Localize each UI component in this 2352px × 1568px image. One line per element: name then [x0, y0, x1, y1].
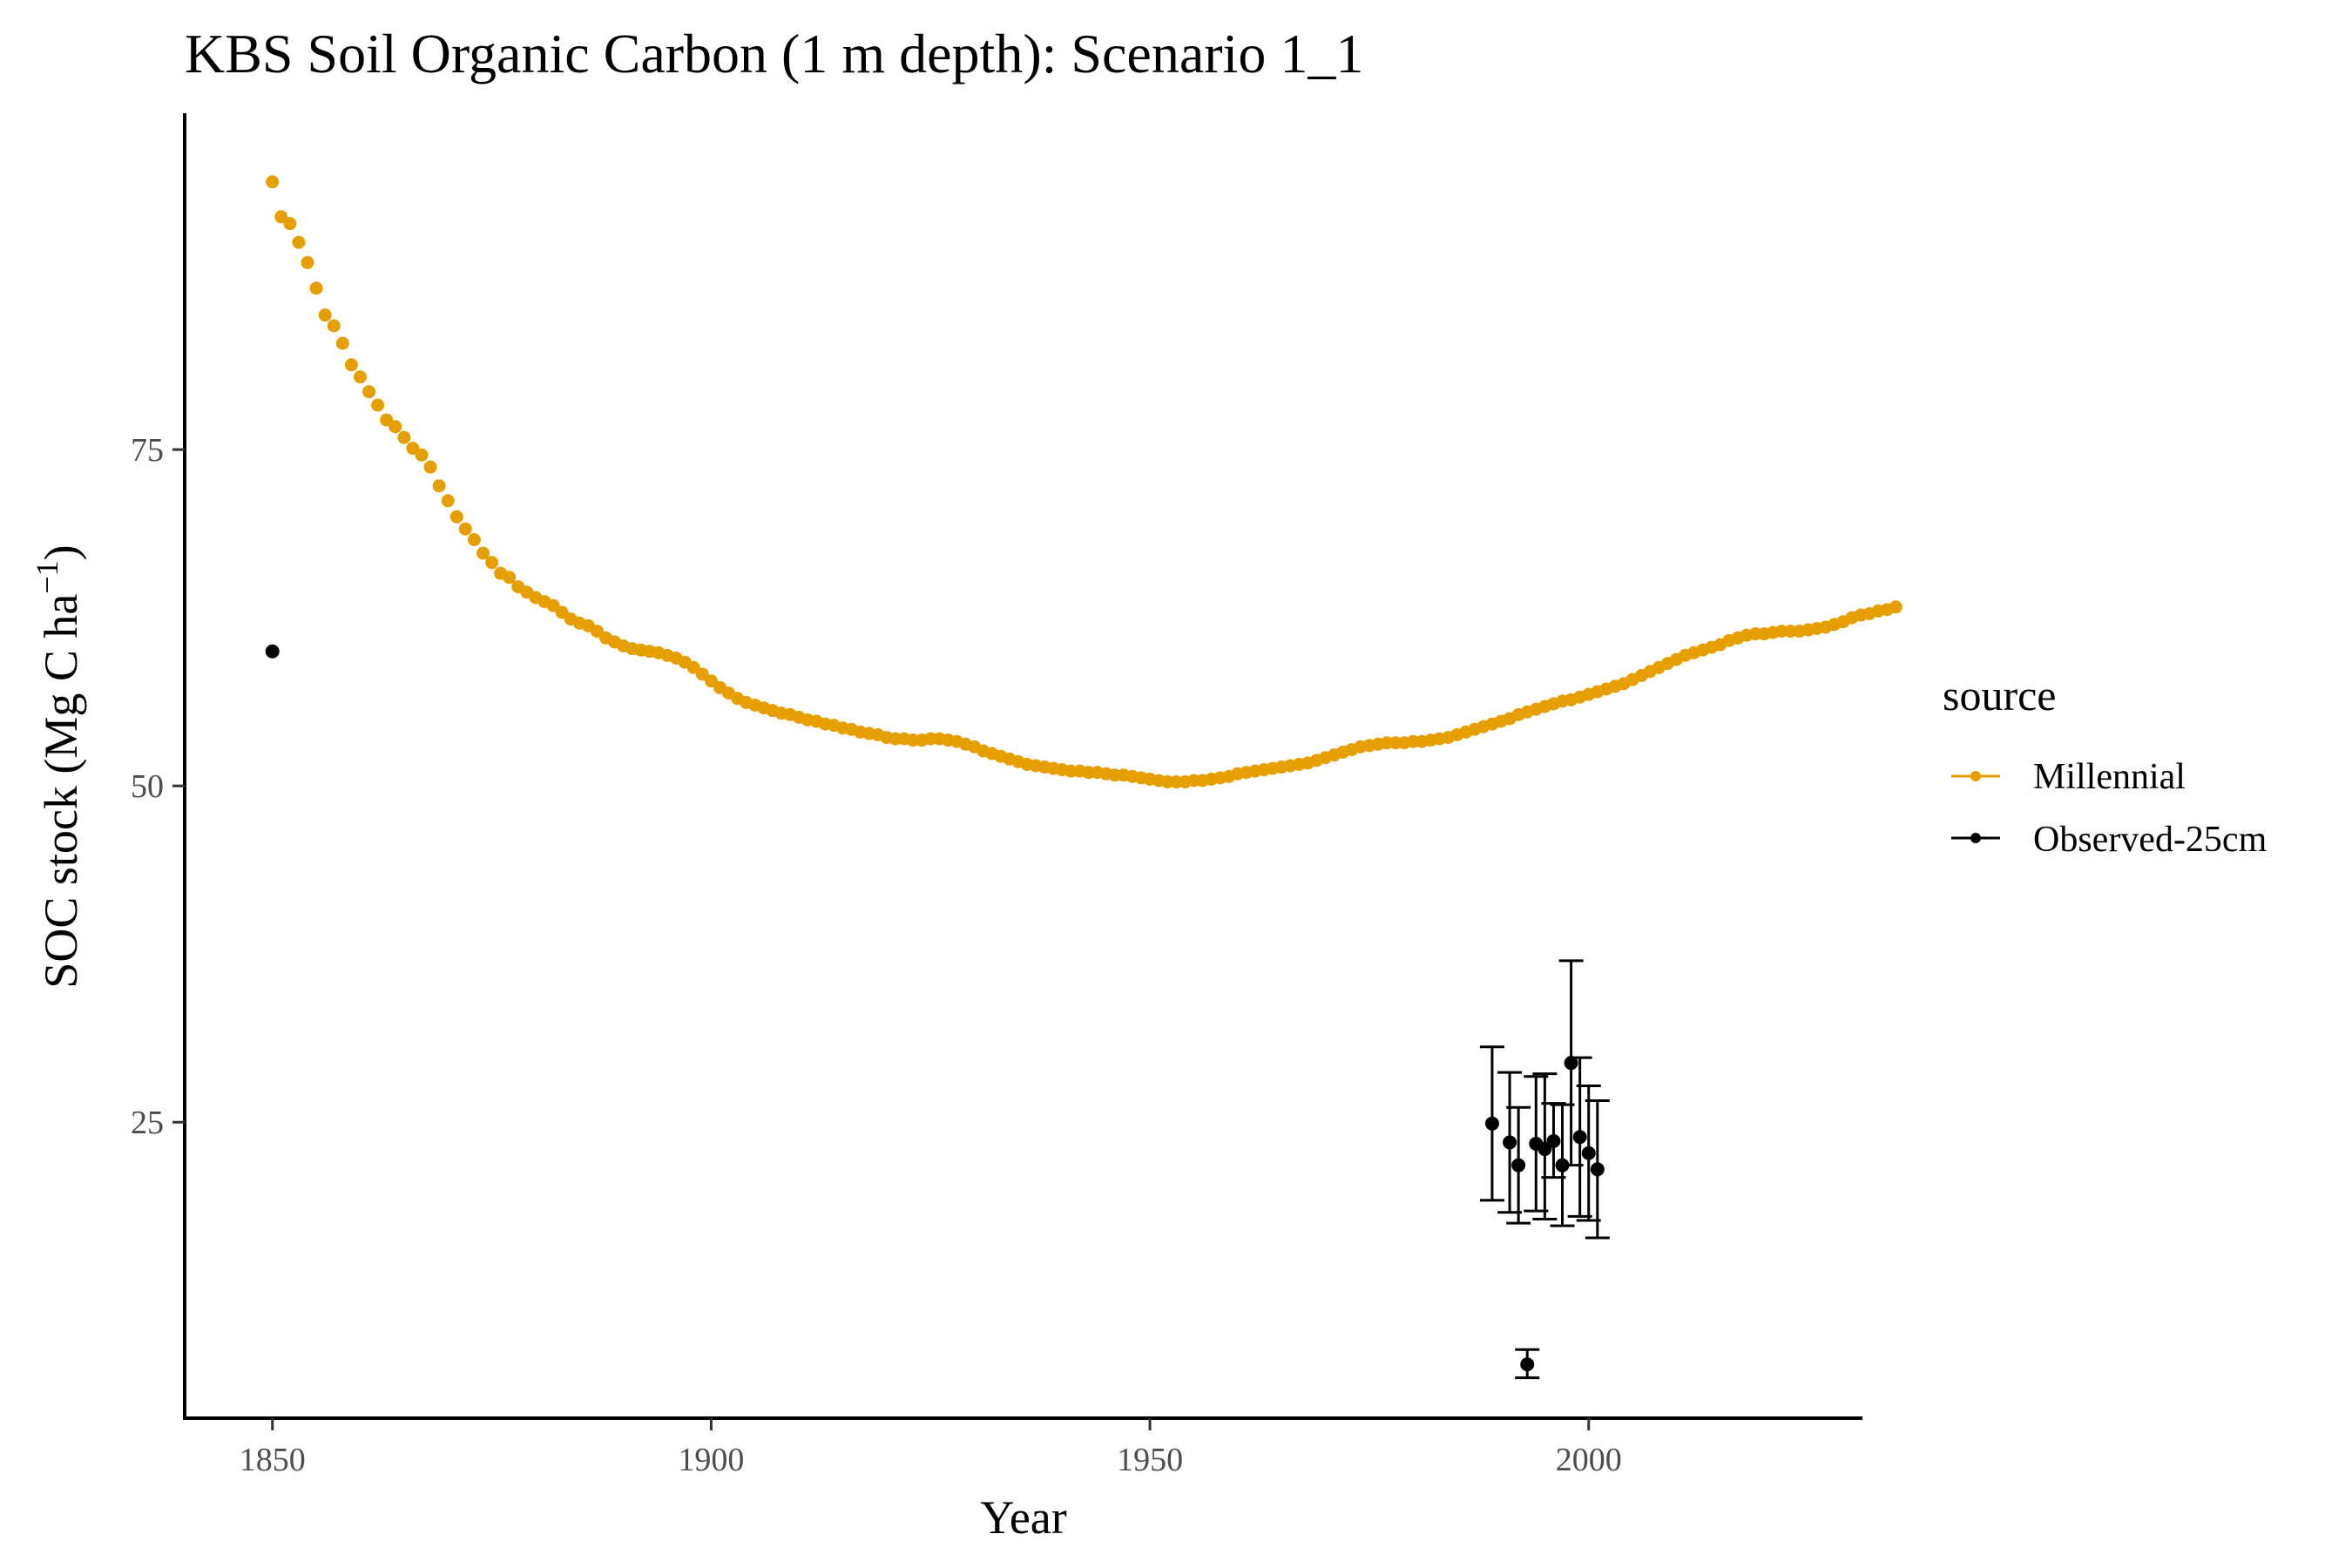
- legend: source Millennial Observed-25cm: [1943, 671, 2268, 860]
- y-axis-title: SOC stock (Mg C ha−1): [30, 544, 87, 988]
- observed-point: [1581, 1146, 1596, 1160]
- millennial-point: [458, 522, 472, 536]
- observed-point: [1520, 1357, 1535, 1372]
- millennial-point: [353, 370, 367, 384]
- legend-key-millennial-point: [1970, 771, 1981, 781]
- legend-key-observed-point: [1970, 833, 1981, 843]
- legend-label-observed: Observed-25cm: [2033, 820, 2268, 860]
- y-axis-title-superscript: −1: [30, 560, 64, 593]
- plot-area: [265, 175, 1903, 1380]
- millennial-point: [415, 448, 429, 462]
- x-axis-ticks: 1850 1900 1950 2000: [240, 1418, 1622, 1478]
- millennial-point: [485, 556, 499, 570]
- y-axis-ticks: 25 50 75: [131, 432, 185, 1141]
- millennial-point: [309, 281, 323, 295]
- observed-point: [1503, 1135, 1517, 1150]
- observed-point: [1564, 1056, 1578, 1071]
- observed-point: [265, 644, 280, 659]
- x-tick-label: 1950: [1117, 1442, 1183, 1478]
- millennial-point: [1889, 600, 1903, 614]
- y-tick-label: 75: [131, 432, 164, 469]
- legend-entry-millennial: Millennial: [1951, 757, 2186, 797]
- legend-title: source: [1943, 671, 2057, 720]
- y-axis-title-close: ): [35, 544, 87, 560]
- millennial-point: [389, 420, 402, 434]
- millennial-point: [441, 494, 455, 508]
- observed-point: [1546, 1133, 1561, 1148]
- millennial-point: [327, 319, 341, 333]
- millennial-point: [292, 235, 306, 249]
- x-axis-title: Year: [980, 1491, 1067, 1544]
- millennial-point: [503, 571, 517, 585]
- x-tick-label: 1850: [240, 1442, 306, 1478]
- millennial-point: [335, 336, 349, 350]
- y-tick-label: 50: [131, 768, 164, 805]
- millennial-point: [318, 308, 332, 322]
- millennial-point: [476, 546, 490, 560]
- millennial-point: [362, 385, 376, 399]
- millennial-point: [397, 430, 411, 444]
- millennial-point: [301, 255, 314, 269]
- millennial-point: [432, 479, 446, 493]
- millennial-point: [467, 533, 481, 547]
- observed-point: [1590, 1162, 1605, 1177]
- observed-point: [1484, 1116, 1499, 1131]
- y-axis-title-main: SOC stock (Mg C ha: [35, 594, 87, 989]
- legend-label-millennial: Millennial: [2033, 757, 2186, 797]
- observed-point: [1511, 1158, 1526, 1173]
- millennial-point: [423, 460, 437, 474]
- millennial-point: [371, 398, 385, 412]
- observed-point: [1538, 1142, 1552, 1157]
- millennial-point: [344, 358, 358, 372]
- legend-entry-observed: Observed-25cm: [1951, 820, 2268, 860]
- x-tick-label: 2000: [1556, 1442, 1622, 1478]
- observed-point: [1572, 1130, 1587, 1145]
- millennial-point: [449, 510, 463, 524]
- x-tick-label: 1900: [678, 1442, 744, 1478]
- y-tick-label: 25: [131, 1105, 164, 1141]
- chart-title: KBS Soil Organic Carbon (1 m depth): Sce…: [185, 23, 1363, 84]
- millennial-point: [266, 175, 280, 189]
- millennial-point: [283, 217, 297, 231]
